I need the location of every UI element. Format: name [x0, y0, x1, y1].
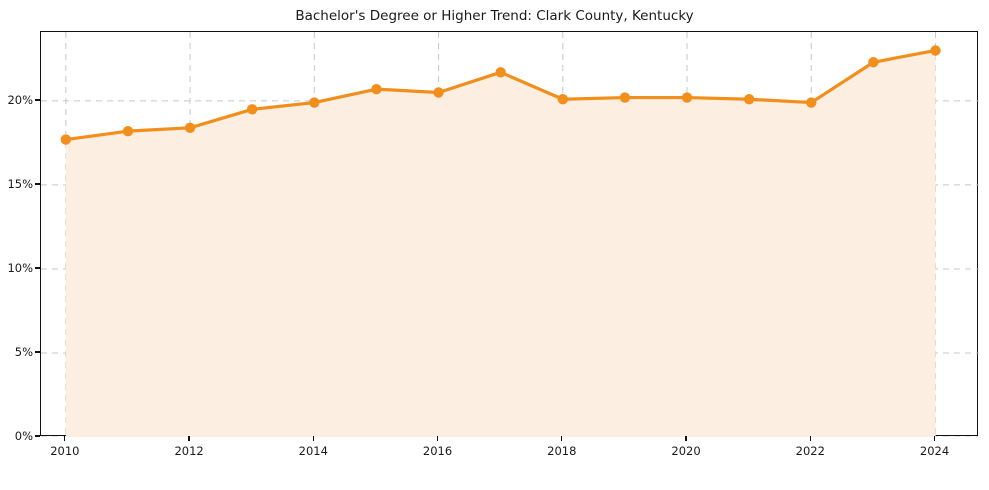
data-point-2016 [433, 87, 444, 98]
x-axis-tick-mark-2018 [561, 436, 563, 441]
x-axis-tick-mark-2024 [933, 436, 936, 441]
x-axis-tick-mark-2016 [436, 436, 439, 441]
y-axis-tick-label-5%: 5% [14, 344, 33, 359]
plot-svg [41, 32, 979, 437]
y-axis-tick-label-10%: 10% [7, 260, 33, 275]
x-axis-tick-label-2010: 2010 [50, 444, 80, 458]
x-axis-tick-label-2020: 2020 [671, 444, 701, 458]
x-axis-tick-mark-2014 [312, 436, 314, 441]
y-axis-tick-mark-0% [35, 435, 40, 437]
data-point-markers [60, 45, 941, 145]
y-axis-tick-mark-15% [35, 183, 40, 185]
x-axis-tick-label-2012: 2012 [174, 444, 204, 458]
x-axis-tick-label-2014: 2014 [298, 444, 328, 458]
y-axis-tick-mark-20% [35, 99, 40, 101]
x-axis-tick-label-2016: 2016 [422, 444, 453, 458]
data-point-2022 [806, 97, 817, 108]
data-point-2021 [743, 94, 755, 105]
data-point-2017 [495, 67, 506, 78]
x-axis-tick-label-2022: 2022 [795, 444, 825, 458]
x-axis-tick-mark-2012 [188, 436, 190, 441]
data-point-2019 [619, 92, 631, 103]
data-point-2023 [868, 57, 879, 68]
y-axis-tick-label-20%: 20% [7, 92, 33, 107]
data-point-2020 [681, 92, 693, 103]
x-axis-tick-label-2018: 2018 [547, 444, 577, 458]
data-point-2010 [60, 134, 72, 145]
data-point-2014 [309, 97, 320, 108]
data-point-2011 [122, 125, 134, 137]
data-point-2015 [371, 83, 382, 95]
x-axis-tick-label-2024: 2024 [919, 444, 950, 458]
y-axis-tick-label-15%: 15% [7, 176, 33, 191]
data-point-2024 [930, 45, 941, 56]
plot-area [40, 31, 979, 437]
area-fill-path [65, 50, 936, 437]
chart-title: Bachelor's Degree or Higher Trend: Clark… [295, 8, 694, 24]
y-axis-tick-mark-10% [35, 267, 40, 269]
data-point-2013 [247, 104, 258, 115]
y-axis-tick-label-0%: 0% [14, 429, 33, 443]
data-point-2018 [557, 94, 568, 105]
x-axis-tick-mark-2020 [685, 436, 687, 441]
x-axis-tick-mark-2010 [64, 436, 66, 441]
data-point-2012 [184, 122, 196, 133]
y-axis-tick-mark-5% [35, 351, 40, 353]
x-axis-tick-mark-2022 [809, 436, 811, 441]
